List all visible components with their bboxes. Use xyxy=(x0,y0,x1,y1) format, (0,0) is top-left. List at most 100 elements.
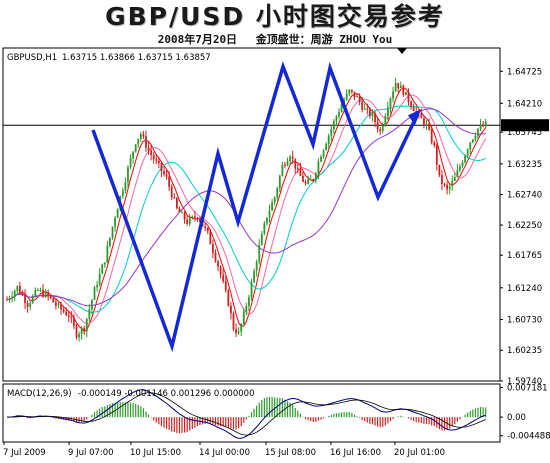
trend-zigzag xyxy=(91,61,420,353)
candle-body xyxy=(433,142,436,146)
candle-body xyxy=(387,107,389,117)
candle-body xyxy=(235,329,237,334)
candle-body xyxy=(29,302,32,307)
candle-body xyxy=(55,302,57,306)
candle-body xyxy=(374,113,376,123)
candle-body xyxy=(199,218,201,223)
candle-body xyxy=(402,85,405,96)
trend-arrowhead xyxy=(408,109,421,126)
chart-title: GBP/USD 小时图交易参考 xyxy=(105,2,445,31)
candle-body xyxy=(42,289,44,297)
time-tick-label: 7 Jul 2009 xyxy=(3,448,46,458)
candle-body xyxy=(363,108,366,110)
price-tick-label: 1.62250 xyxy=(507,221,542,231)
candle-body xyxy=(268,210,271,218)
candle-body xyxy=(98,273,101,286)
candle-body xyxy=(121,190,124,197)
candle-body xyxy=(253,270,255,283)
candle-body xyxy=(266,217,268,224)
candle-body xyxy=(168,176,171,187)
candle-body xyxy=(312,179,315,181)
candle-body xyxy=(116,209,119,218)
current-price-box xyxy=(501,119,549,132)
candle-body xyxy=(114,217,116,227)
candle-body xyxy=(157,160,160,164)
candle-body xyxy=(309,179,312,181)
candle-body xyxy=(358,96,361,102)
current-price-label: 1.63857 xyxy=(505,121,540,131)
candle-body xyxy=(91,299,93,310)
candle-body xyxy=(211,244,214,253)
candle-body xyxy=(93,287,96,300)
candle-body xyxy=(75,325,78,338)
candle-body xyxy=(44,292,47,297)
candle-body xyxy=(85,318,88,332)
candle-body xyxy=(24,295,26,304)
candle-body xyxy=(435,145,438,165)
candle-body xyxy=(31,295,34,303)
candle-body xyxy=(191,216,194,218)
time-tick-label: 15 Jul 08:00 xyxy=(265,448,316,458)
time-tick-label: 20 Jul 01:00 xyxy=(394,448,445,458)
price-tick-label: 1.64725 xyxy=(507,67,542,77)
candle-body xyxy=(124,182,127,191)
candle-body xyxy=(39,289,42,291)
chart-subtitle: 2008年7月20日 金顶盛世：周游 ZHOU You xyxy=(0,33,550,47)
moving-average-line xyxy=(6,108,486,307)
candle-body xyxy=(36,289,39,291)
candle-body xyxy=(96,285,98,288)
candle-body xyxy=(11,296,14,299)
candle-body xyxy=(49,295,52,299)
candle-body xyxy=(407,91,410,102)
candle-body xyxy=(88,309,91,319)
price-panel xyxy=(2,47,501,382)
candle-body xyxy=(320,156,322,162)
candle-body xyxy=(314,173,317,181)
macd-signal-line xyxy=(7,392,486,436)
candle-body xyxy=(83,327,86,332)
candle-body xyxy=(296,168,299,170)
macd-tick-label: -0.004488 xyxy=(507,432,550,442)
candle-body xyxy=(155,159,158,161)
candle-body xyxy=(103,262,106,265)
candle-body xyxy=(453,177,456,181)
candle-body xyxy=(101,264,104,274)
candle-body xyxy=(52,298,55,303)
candle-body xyxy=(109,237,111,246)
time-tick-label: 10 Jul 15:00 xyxy=(130,448,181,458)
candle-body xyxy=(111,226,114,238)
candle-body xyxy=(330,129,333,136)
candle-body xyxy=(322,150,325,157)
macd-tick-label: 0.007181 xyxy=(507,383,548,393)
candle-body xyxy=(379,129,382,132)
candle-body xyxy=(150,150,153,155)
candle-body xyxy=(466,149,469,156)
candle-body xyxy=(294,158,297,169)
candle-body xyxy=(127,167,129,183)
candle-body xyxy=(479,124,482,129)
candle-body xyxy=(80,327,83,334)
candle-body xyxy=(461,162,464,167)
candle-body xyxy=(430,129,433,143)
candle-body xyxy=(423,118,425,126)
candle-body xyxy=(438,164,441,176)
candle-body xyxy=(260,233,263,245)
macd-label: MACD(12,26,9) xyxy=(7,389,72,399)
symbol-label: GBPUSD,H1 xyxy=(7,53,57,63)
candle-body xyxy=(219,266,222,275)
candle-body xyxy=(278,175,281,189)
candle-body xyxy=(132,151,135,159)
subtitle-author: 金顶盛世：周游 ZHOU You xyxy=(255,33,393,46)
candle-body xyxy=(214,252,217,262)
candle-body xyxy=(196,217,199,219)
ohlc-label: 1.63715 1.63866 1.63715 1.63857 xyxy=(62,53,211,63)
candle-body xyxy=(273,197,276,203)
candle-body xyxy=(443,183,446,185)
candle-body xyxy=(57,304,60,306)
candle-body xyxy=(145,136,147,148)
candle-body xyxy=(163,171,165,175)
candle-body xyxy=(302,175,304,182)
candle-body xyxy=(304,181,307,184)
candle-body xyxy=(276,188,279,198)
period-marker xyxy=(397,48,407,54)
